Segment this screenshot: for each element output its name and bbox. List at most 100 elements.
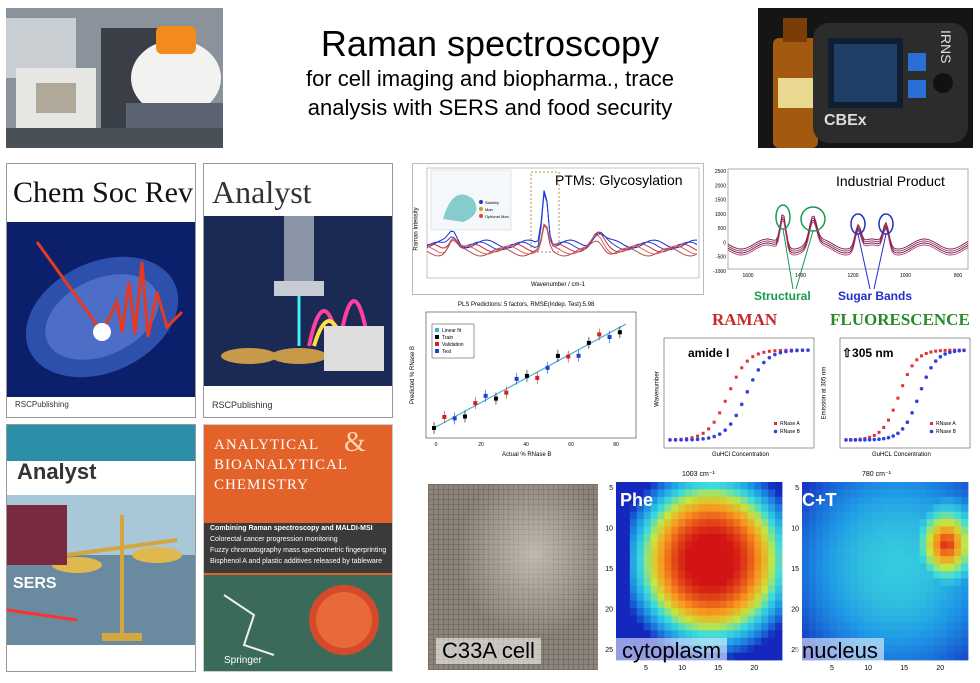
phe-map-cell <box>761 496 769 505</box>
chem-soc-rev-cover: Chem Soc Rev RSCPublishing <box>6 163 196 418</box>
phe-map-cell <box>692 504 700 513</box>
ct-map-cell <box>891 496 900 505</box>
ct-map-heading: 780 cm⁻¹ <box>862 471 891 478</box>
ct-map-cell <box>815 585 824 594</box>
phe-map-cell <box>629 519 638 527</box>
ct-map-cell <box>850 526 858 535</box>
ct-map-cell <box>836 519 844 527</box>
phe-map-cell <box>616 489 624 498</box>
csr-cover-title: Chem Soc Rev <box>13 176 193 209</box>
fluor-rnase-a-point <box>901 384 905 388</box>
ct-map-cell <box>905 482 914 490</box>
phe-map-cell <box>719 489 728 498</box>
ct-map-cell <box>843 504 851 513</box>
ct-map-cell <box>864 593 872 602</box>
ct-map-cell <box>843 600 851 609</box>
pls-point <box>566 354 571 359</box>
phe-map-cell <box>657 615 665 624</box>
phe-map-cell <box>657 622 665 631</box>
ct-map-cell <box>919 637 927 646</box>
phe-map-cell <box>622 504 631 513</box>
fluor-rnase-b-point <box>952 349 957 354</box>
phe-map-cell <box>622 593 631 602</box>
ct-map-cell <box>954 608 962 616</box>
phe-map-cell <box>650 563 658 572</box>
ct-map-cell <box>947 482 955 490</box>
phe-map-cell <box>622 563 631 572</box>
fluor-rnase-b-point <box>877 437 881 442</box>
ct-map-cell <box>836 622 844 631</box>
ct-map-cell <box>933 563 941 572</box>
fluor-rnase-b-point <box>938 354 943 359</box>
ct-map-cell <box>954 526 962 535</box>
ct-map-cell <box>947 541 955 550</box>
title-sub-2: analysis with SERS and food security <box>307 95 673 120</box>
analyst-cover-1: Analyst RSCPublishing <box>203 163 393 418</box>
phe-map-cell <box>622 541 631 550</box>
phe-map-cell <box>629 578 638 587</box>
ct-map-cell <box>822 504 831 513</box>
ct-map-cell <box>919 608 927 616</box>
ct-map-cell <box>898 637 907 646</box>
ct-map-cell <box>885 615 893 624</box>
phe-map-cell <box>643 504 651 513</box>
phe-map-cell <box>636 578 645 587</box>
phe-ytick: 15 <box>605 566 613 573</box>
ct-map-cell <box>815 615 824 624</box>
phe-map-cell <box>747 578 755 587</box>
raman-rnase-b-point <box>795 348 799 353</box>
phe-map-cell <box>768 615 776 624</box>
ct-map-cell <box>961 533 969 542</box>
ct-map-cell <box>919 526 927 535</box>
phe-map-cell <box>643 578 651 587</box>
phe-map-cell <box>775 585 783 594</box>
ct-map-cell <box>919 511 927 520</box>
ct-map-cell <box>864 630 872 639</box>
phe-map-cell <box>678 541 686 550</box>
phe-map-cell <box>664 600 672 609</box>
phe-map-cell <box>616 622 624 631</box>
raman-denaturation-plot: RAMAN RNase A RNase B amide I GuHCl Conce… <box>650 310 820 462</box>
phe-map-cell <box>719 571 728 579</box>
phe-map-cell <box>616 593 624 602</box>
phe-map-cell <box>636 496 645 505</box>
industrial-xtick: 800 <box>954 273 963 279</box>
raman-rnase-a-point <box>718 411 722 415</box>
ct-map-cell <box>878 615 886 624</box>
ct-map-cell <box>905 585 914 594</box>
ct-map-cell <box>871 496 879 505</box>
raman-rnase-a-point <box>762 350 766 354</box>
phe-ytick: 25 <box>605 647 613 654</box>
raman-rnase-b-point <box>751 378 755 382</box>
ct-map-cell <box>878 541 886 550</box>
phe-map-cell <box>747 482 755 490</box>
phe-map-cell <box>629 615 638 624</box>
ct-map-cell <box>933 482 941 490</box>
ct-map-cell <box>836 563 844 572</box>
ct-map-cell <box>898 548 907 557</box>
phe-map-cell <box>671 482 679 490</box>
phe-map-cell <box>636 504 645 513</box>
fluor-legend-label: RNase A <box>936 421 956 427</box>
phe-map-cell <box>747 615 755 624</box>
phe-map-cell <box>768 541 776 550</box>
abc-headline-2: Colorectal cancer progression monitoring <box>210 536 338 543</box>
phe-map-cell <box>747 496 755 505</box>
ct-map-cell <box>843 615 851 624</box>
protein-structure-icon <box>443 194 477 222</box>
phe-map-cell <box>643 482 651 490</box>
phe-map-cell <box>712 630 721 639</box>
ct-ytick: 10 <box>791 525 799 532</box>
ct-map-cell <box>891 630 900 639</box>
phe-map-cell <box>636 489 645 498</box>
ct-map-cell <box>954 496 962 505</box>
ct-map-cell <box>808 571 817 579</box>
pls-title: PLS Predictions: 5 factors, RMSE(Indep. … <box>458 302 595 308</box>
ct-map-cell <box>898 578 907 587</box>
phe-map-cell <box>650 556 658 564</box>
ct-map-cell <box>885 652 893 661</box>
phe-map-cell <box>657 630 665 639</box>
phe-map-cell <box>754 533 762 542</box>
phe-map-cell <box>650 615 658 624</box>
ct-map-cell <box>885 637 893 646</box>
